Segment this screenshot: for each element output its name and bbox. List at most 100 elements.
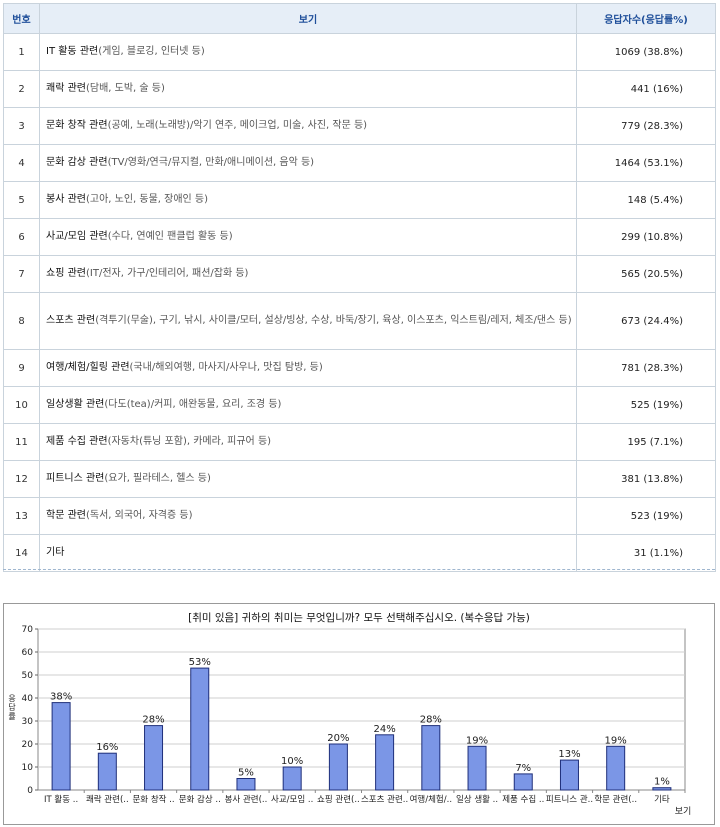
row-item: 문화 창작 관련(공예, 노래(노래방)/악기 연주, 메이크업, 미술, 사진… [39,107,577,145]
plot-area [37,628,686,791]
table-body: 1 IT 활동 관련(게임, 블로깅, 인터넷 등) 1069 (38.8%) 2 쾌락… [3,33,716,572]
x-tick-label: 제품 수집 .. [502,794,544,805]
table-row: 11 제품 수집 관련(자동차(튜닝 포함), 카메라, 피규어 등) 195 (7… [3,423,716,461]
row-category: 스포츠 관련 [46,315,96,326]
data-label: 16% [96,742,118,753]
row-category: 문화 창작 관련 [46,120,108,131]
row-detail: (고아, 노인, 동물, 장애인 등) [85,194,209,205]
row-count: 299 (10.8%) [576,218,716,256]
row-item: 제품 수집 관련(자동차(튜닝 포함), 카메라, 피규어 등) [39,423,577,461]
bar [467,745,487,791]
row-number: 4 [3,144,40,182]
row-item: 학문 관련(독서, 외국어, 자격증 등) [39,497,577,535]
x-tick-label: 쇼핑 관련(.. [317,794,360,805]
x-tick-label: 학문 관련(.. [594,794,637,805]
x-tick-label: 사교/모임 .. [271,794,313,805]
x-tick-label: 쾌락 관련(.. [86,794,129,805]
row-detail: (다도(tea)/커피, 애완동물, 요리, 조경 등) [104,399,282,410]
y-tick-label: 0 [27,786,33,796]
row-item: 쾌락 관련(담배, 도박, 술 등) [39,70,577,108]
row-count: 31 (1.1%) [576,534,716,572]
table-row: 5 봉사 관련(고아, 노인, 동물, 장애인 등) 148 (5.4%) [3,181,716,219]
bar [513,773,533,791]
table-row: 2 쾌락 관련(담배, 도박, 술 등) 441 (16%) [3,70,716,108]
table-row: 3 문화 창작 관련(공예, 노래(노래방)/악기 연주, 메이크업, 미술, 사… [3,107,716,145]
table-row: 10 일상생활 관련(다도(tea)/커피, 애완동물, 요리, 조경 등) 525… [3,386,716,424]
row-category: 학문 관련 [46,510,86,521]
row-detail: (TV/영화/연극/뮤지컬, 만화/애니메이션, 음악 등) [107,157,315,168]
row-category: 쾌락 관련 [46,83,86,94]
row-count: 779 (28.3%) [576,107,716,145]
bar [236,778,256,791]
row-number: 1 [3,33,40,71]
bar [328,743,348,791]
x-tick-label: 봉사 관련(.. [225,794,268,805]
row-item: 일상생활 관련(다도(tea)/커피, 애완동물, 요리, 조경 등) [39,386,577,424]
row-item: 기타 [39,534,577,572]
row-detail: (국내/해외여행, 마사지/사우나, 맛집 탐방, 등) [129,362,323,373]
row-item: 쇼핑 관련(IT/전자, 가구/인테리어, 패션/잡화 등) [39,255,577,293]
x-tick-label: 피트니스 관.. [546,794,593,805]
y-tick-label: 60 [22,648,34,658]
data-label: 20% [327,733,349,744]
row-detail: (IT/전자, 가구/인테리어, 패션/잡화 등) [85,268,249,279]
bar [190,667,210,791]
x-tick-label: 문화 감상 .. [179,794,221,805]
response-table: 번호 보기 응답자수(응답률%) 1 IT 활동 관련(게임, 블로깅, 인터넷 … [3,3,716,572]
row-detail: (자동차(튜닝 포함), 카메라, 피규어 등) [107,436,272,447]
bar [282,766,302,791]
bar [606,745,626,791]
row-detail: (요가, 필라테스, 헬스 등) [104,473,211,484]
row-number: 8 [3,292,40,350]
x-tick-label: 스포츠 관련.. [361,794,408,805]
row-category: 여행/체험/힐링 관련 [46,362,130,373]
row-detail: (담배, 도박, 술 등) [85,83,165,94]
data-label: 28% [142,715,164,726]
data-label: 1% [654,777,670,788]
table-row: 14 기타 31 (1.1%) [3,534,716,572]
data-label: 5% [238,768,254,779]
row-item: IT 활동 관련(게임, 블로깅, 인터넷 등) [39,33,577,71]
bar [144,725,164,791]
data-label: 13% [558,749,580,760]
bar [559,759,579,791]
x-tick-label: 여행/체험/.. [410,794,452,805]
x-axis-label: 보기 [675,806,692,817]
row-category: 피트니스 관련 [46,473,105,484]
chart-title: [취미 있음] 귀하의 취미는 무엇입니까? 모두 선택해주십시오. (복수응답… [188,612,530,624]
x-tick-label: 기타 [654,795,670,805]
row-category: 쇼핑 관련 [46,268,86,279]
table-row: 9 여행/체험/힐링 관련(국내/해외여행, 마사지/사우나, 맛집 탐방, 등)… [3,349,716,387]
row-number: 14 [3,534,40,572]
data-label: 53% [189,657,211,668]
section-divider [3,569,715,570]
bar [421,725,441,791]
table-row: 6 사교/모임 관련(수다, 연예인 팬클럽 활동 등) 299 (10.8%) [3,218,716,256]
row-count: 1464 (53.1%) [576,144,716,182]
row-item: 문화 감상 관련(TV/영화/연극/뮤지컬, 만화/애니메이션, 음악 등) [39,144,577,182]
row-count: 195 (7.1%) [576,423,716,461]
row-detail: (공예, 노래(노래방)/악기 연주, 메이크업, 미술, 사진, 작문 등) [107,120,368,131]
row-number: 12 [3,460,40,498]
row-detail: (게임, 블로깅, 인터넷 등) [98,46,205,57]
data-label: 28% [420,715,442,726]
data-label: 19% [605,735,627,746]
row-number: 11 [3,423,40,461]
row-category: 기타 [46,547,65,558]
header-number: 번호 [3,3,40,34]
y-tick-label: 10 [22,763,34,773]
row-detail: (수다, 연예인 팬클럽 활동 등) [107,231,233,242]
y-tick-label: 20 [22,740,34,750]
bar [375,734,395,791]
bar [652,787,672,791]
row-count: 381 (13.8%) [576,460,716,498]
y-tick-label: 30 [22,717,34,727]
data-label: 10% [281,756,303,767]
data-label: 38% [50,692,72,703]
y-tick-label: 40 [22,694,34,704]
data-label: 19% [466,735,488,746]
y-tick-label: 70 [22,625,34,635]
table-header-row: 번호 보기 응답자수(응답률%) [3,3,716,34]
table-row: 1 IT 활동 관련(게임, 블로깅, 인터넷 등) 1069 (38.8%) [3,33,716,71]
